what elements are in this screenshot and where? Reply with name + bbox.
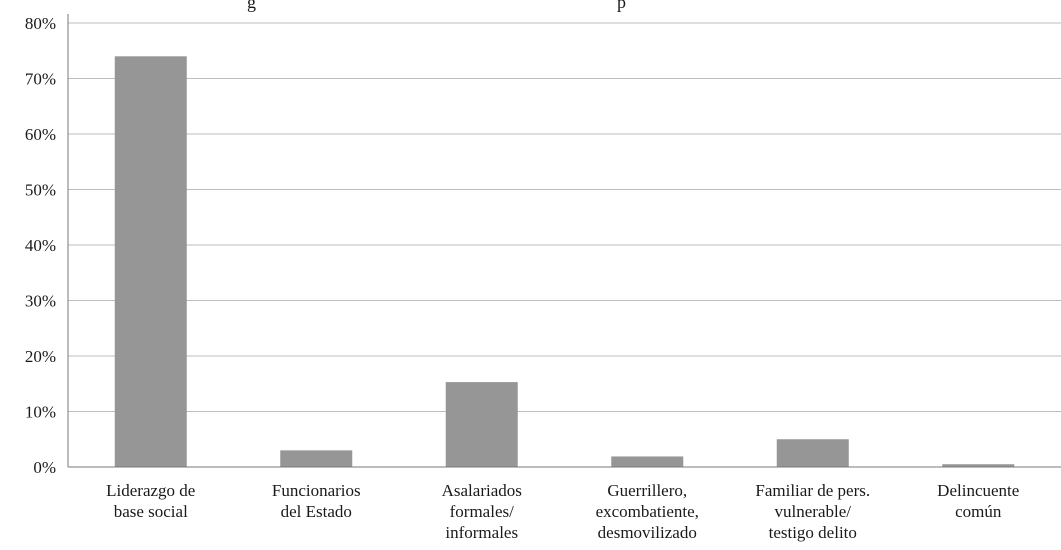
y-tick-label: 70% bbox=[25, 70, 56, 89]
bar bbox=[280, 450, 353, 467]
x-category-label: Delincuente común bbox=[937, 481, 1019, 521]
y-tick-label: 20% bbox=[25, 347, 56, 366]
y-tick-label: 40% bbox=[25, 236, 56, 255]
y-tick-label: 10% bbox=[25, 403, 56, 422]
x-category-label: Liderazgo de base social bbox=[106, 481, 195, 521]
x-category-label: Funcionarios del Estado bbox=[272, 481, 361, 521]
bar bbox=[776, 439, 849, 467]
title-fragment: g bbox=[247, 0, 256, 12]
y-tick-labels: 0% 10% 20% 30% 40% 50% 60% 70% 80% bbox=[25, 14, 56, 477]
bar bbox=[611, 456, 684, 467]
y-tick-label: 60% bbox=[25, 125, 56, 144]
x-category-label: Asalariados formales/informales bbox=[442, 481, 522, 542]
bars bbox=[114, 56, 1015, 468]
bar bbox=[942, 464, 1015, 467]
y-tick-label: 80% bbox=[25, 14, 56, 33]
x-category-label: Familiar de pers. vulnerable/testigo deli… bbox=[755, 481, 870, 542]
axes bbox=[67, 14, 1061, 468]
y-tick-label: 0% bbox=[33, 458, 56, 477]
gridlines bbox=[68, 22, 1061, 412]
y-tick-label: 50% bbox=[25, 181, 56, 200]
y-tick-label: 30% bbox=[25, 292, 56, 311]
x-category-label: Guerrillero, excombatiente, desmovilizado bbox=[596, 481, 699, 542]
bar bbox=[114, 56, 187, 468]
bar bbox=[445, 382, 518, 467]
title-fragment: p bbox=[617, 0, 626, 12]
x-category-labels: Liderazgo de base social Funcionarios del E… bbox=[106, 481, 1019, 542]
